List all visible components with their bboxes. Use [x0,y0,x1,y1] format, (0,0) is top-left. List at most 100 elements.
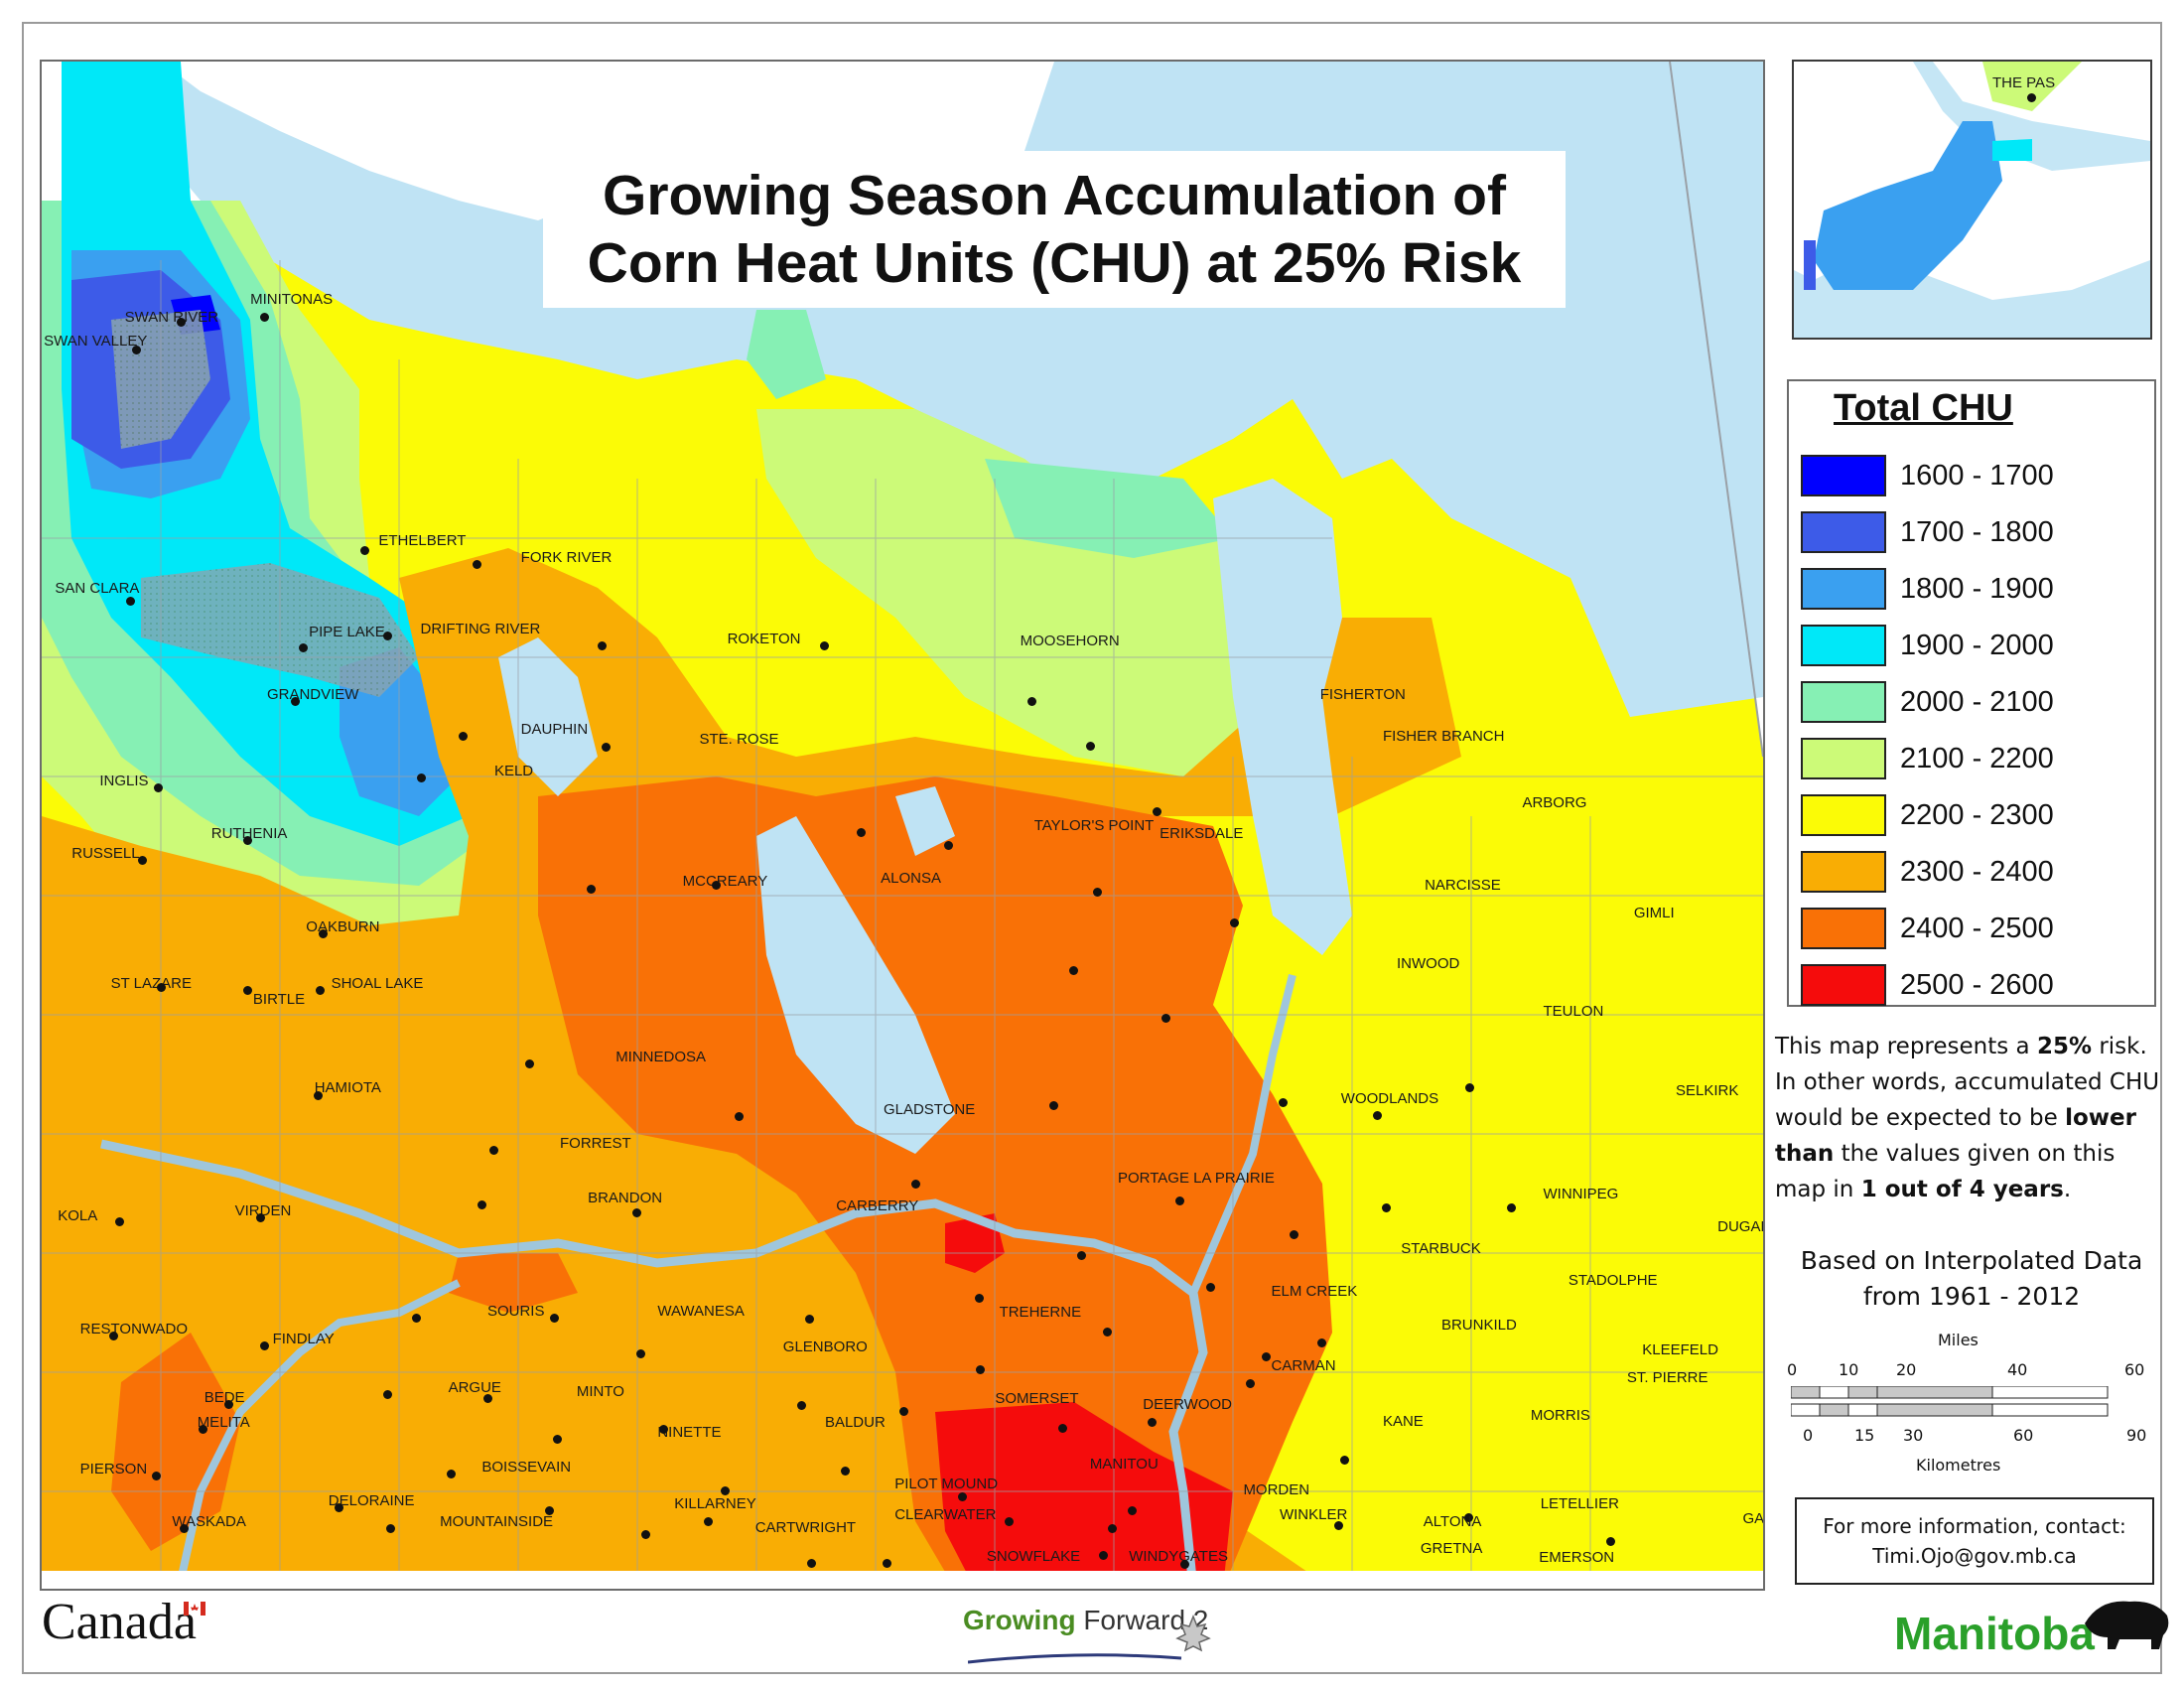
town-marker-letellier [1128,1505,1138,1515]
contact-line-1: For more information, contact: [1823,1514,2126,1538]
town-marker-gladstone [734,1112,744,1122]
contact-email[interactable]: Timi.Ojo@gov.mb.ca [1872,1544,2077,1568]
legend-swatch [1801,511,1886,553]
town-marker-minto [482,1394,492,1404]
town-marker-somerset [797,1401,807,1411]
town-label-carman: CARMAN [1271,1356,1336,1374]
town-marker-carberry [632,1208,642,1218]
town-label-virden: VIRDEN [234,1201,292,1219]
town-marker-menisino [1463,1512,1473,1522]
legend-label: 1600 - 1700 [1900,459,2054,492]
legend-item: 1700 - 1800 [1801,509,2054,555]
legend-item: 2400 - 2500 [1801,906,2054,951]
scale-bar: Miles 0 10 20 40 60 0 15 30 60 90 Kilome… [1787,1331,2156,1489]
town-marker-st-lazare [157,982,167,992]
legend-swatch [1801,455,1886,496]
scale-mile-tick-2: 20 [1896,1360,1917,1379]
town-label-forrest: FORREST [560,1135,631,1153]
town-label-narcisse: NARCISSE [1425,877,1501,895]
town-marker-elm-creek [974,1294,984,1304]
town-label-waskada: WASKADA [172,1512,246,1530]
town-label-brandon: BRANDON [588,1189,663,1206]
town-marker-restonwado [109,1332,119,1341]
town-label-manitou: MANITOU [1089,1456,1159,1474]
town-marker-mountainside [385,1523,395,1533]
town-label-moosehorn: MOOSEHORN [1020,633,1120,650]
scale-miles-label: Miles [1938,1331,1979,1349]
town-marker-glenboro [636,1349,646,1359]
town-marker-brunkild [1102,1327,1112,1336]
town-label-minnedosa: MINNEDOSA [615,1049,707,1066]
town-label-portage-la-prairie: PORTAGE LA PRAIRIE [1118,1170,1275,1188]
desc-bold-1: 25% [2036,1034,2093,1059]
town-label-deloraine: DELORAINE [328,1491,415,1509]
town-label-bede: BEDE [204,1388,245,1406]
growing-forward-swoosh-icon [968,1653,1182,1664]
town-label-wawanesa: WAWANESA [657,1302,745,1320]
town-marker-carman [975,1364,985,1374]
town-marker-roketon [598,640,608,650]
town-marker-pipe-lake [299,643,309,653]
town-label-emerson: EMERSON [1539,1549,1615,1567]
legend-swatch [1801,568,1886,610]
town-label-glenboro: GLENBORO [782,1338,868,1356]
town-label-drifting-river: DRIFTING RIVER [420,620,541,637]
zone-2200-2300-se [1412,1114,1763,1589]
desc-text-2: risk. In other words, accumulated CHU wo… [1775,1034,2160,1131]
town-marker-starbuck [1077,1250,1087,1260]
town-marker-drifting-river [382,631,392,640]
town-label-letellier: LETELLIER [1540,1494,1619,1512]
legend-title: Total CHU [1834,387,2013,429]
town-marker-stadolphe [1205,1282,1215,1292]
town-marker-moosehorn [819,640,829,650]
town-marker-keld [416,774,426,783]
town-label-inglis: INGLIS [99,772,149,789]
legend-label: 2100 - 2200 [1900,742,2054,774]
town-label-minitonas: MINITONAS [250,291,334,309]
town-label-altona: ALTONA [1423,1512,1482,1530]
map-title-box: Growing Season Accumulation of Corn Heat… [543,151,1566,308]
legend-item: 2000 - 2100 [1801,679,2054,725]
inset-map: THE PAS [1792,60,2152,340]
legend-swatch [1801,738,1886,779]
town-label-selkirk: SELKIRK [1676,1081,1739,1099]
town-marker-minitonas [260,313,270,323]
town-label-dauphin: DAUPHIN [520,720,589,738]
town-label-ethelbert: ETHELBERT [378,532,467,550]
legend-swatch [1801,681,1886,723]
town-marker-swan-valley [131,345,141,354]
town-label-morris: MORRIS [1530,1407,1590,1425]
town-marker-birtle [243,985,253,995]
inset-green [1982,62,2082,111]
inset-town-dot [2027,93,2036,102]
desc-bold-2: lower than [1775,1105,2136,1167]
scale-km-tick-0: 0 [1803,1426,1814,1445]
town-label-kola: KOLA [58,1207,98,1225]
legend-item: 1600 - 1700 [1801,453,2054,498]
town-label-somerset: SOMERSET [995,1390,1079,1408]
town-label-woodlands: WOODLANDS [1340,1090,1439,1108]
town-marker-elma [1507,1202,1517,1212]
town-marker-shoal-lake [316,985,326,995]
legend-swatch [1801,964,1886,1006]
zone-2000-2100-north [747,310,826,399]
town-marker-pilot-mound [720,1486,730,1496]
town-marker-altona [1108,1523,1118,1533]
town-marker-dugald [1290,1229,1299,1239]
desc-text-1: This map represents a [1775,1034,2037,1059]
scale-km-tick-3: 60 [2013,1426,2034,1445]
scale-mile-tick-1: 10 [1839,1360,1859,1379]
town-marker-beausejour [1373,1111,1383,1121]
town-marker-emerson [1180,1560,1190,1570]
legend-swatch [1801,908,1886,949]
town-marker-st-pierre [1246,1378,1256,1388]
scale-km-label: Kilometres [1916,1456,2001,1475]
town-marker-ste-rose [602,743,612,753]
legend-label: 1800 - 1900 [1900,572,2054,605]
town-marker-deerwood [898,1406,908,1416]
legend-item: 2500 - 2600 [1801,962,2054,1008]
based-on-line-1: Based on Interpolated Data [1800,1246,2143,1275]
bison-icon [2085,1601,2169,1649]
town-label-gretna: GRETNA [1420,1539,1483,1557]
legend-label: 2200 - 2300 [1900,798,2054,831]
